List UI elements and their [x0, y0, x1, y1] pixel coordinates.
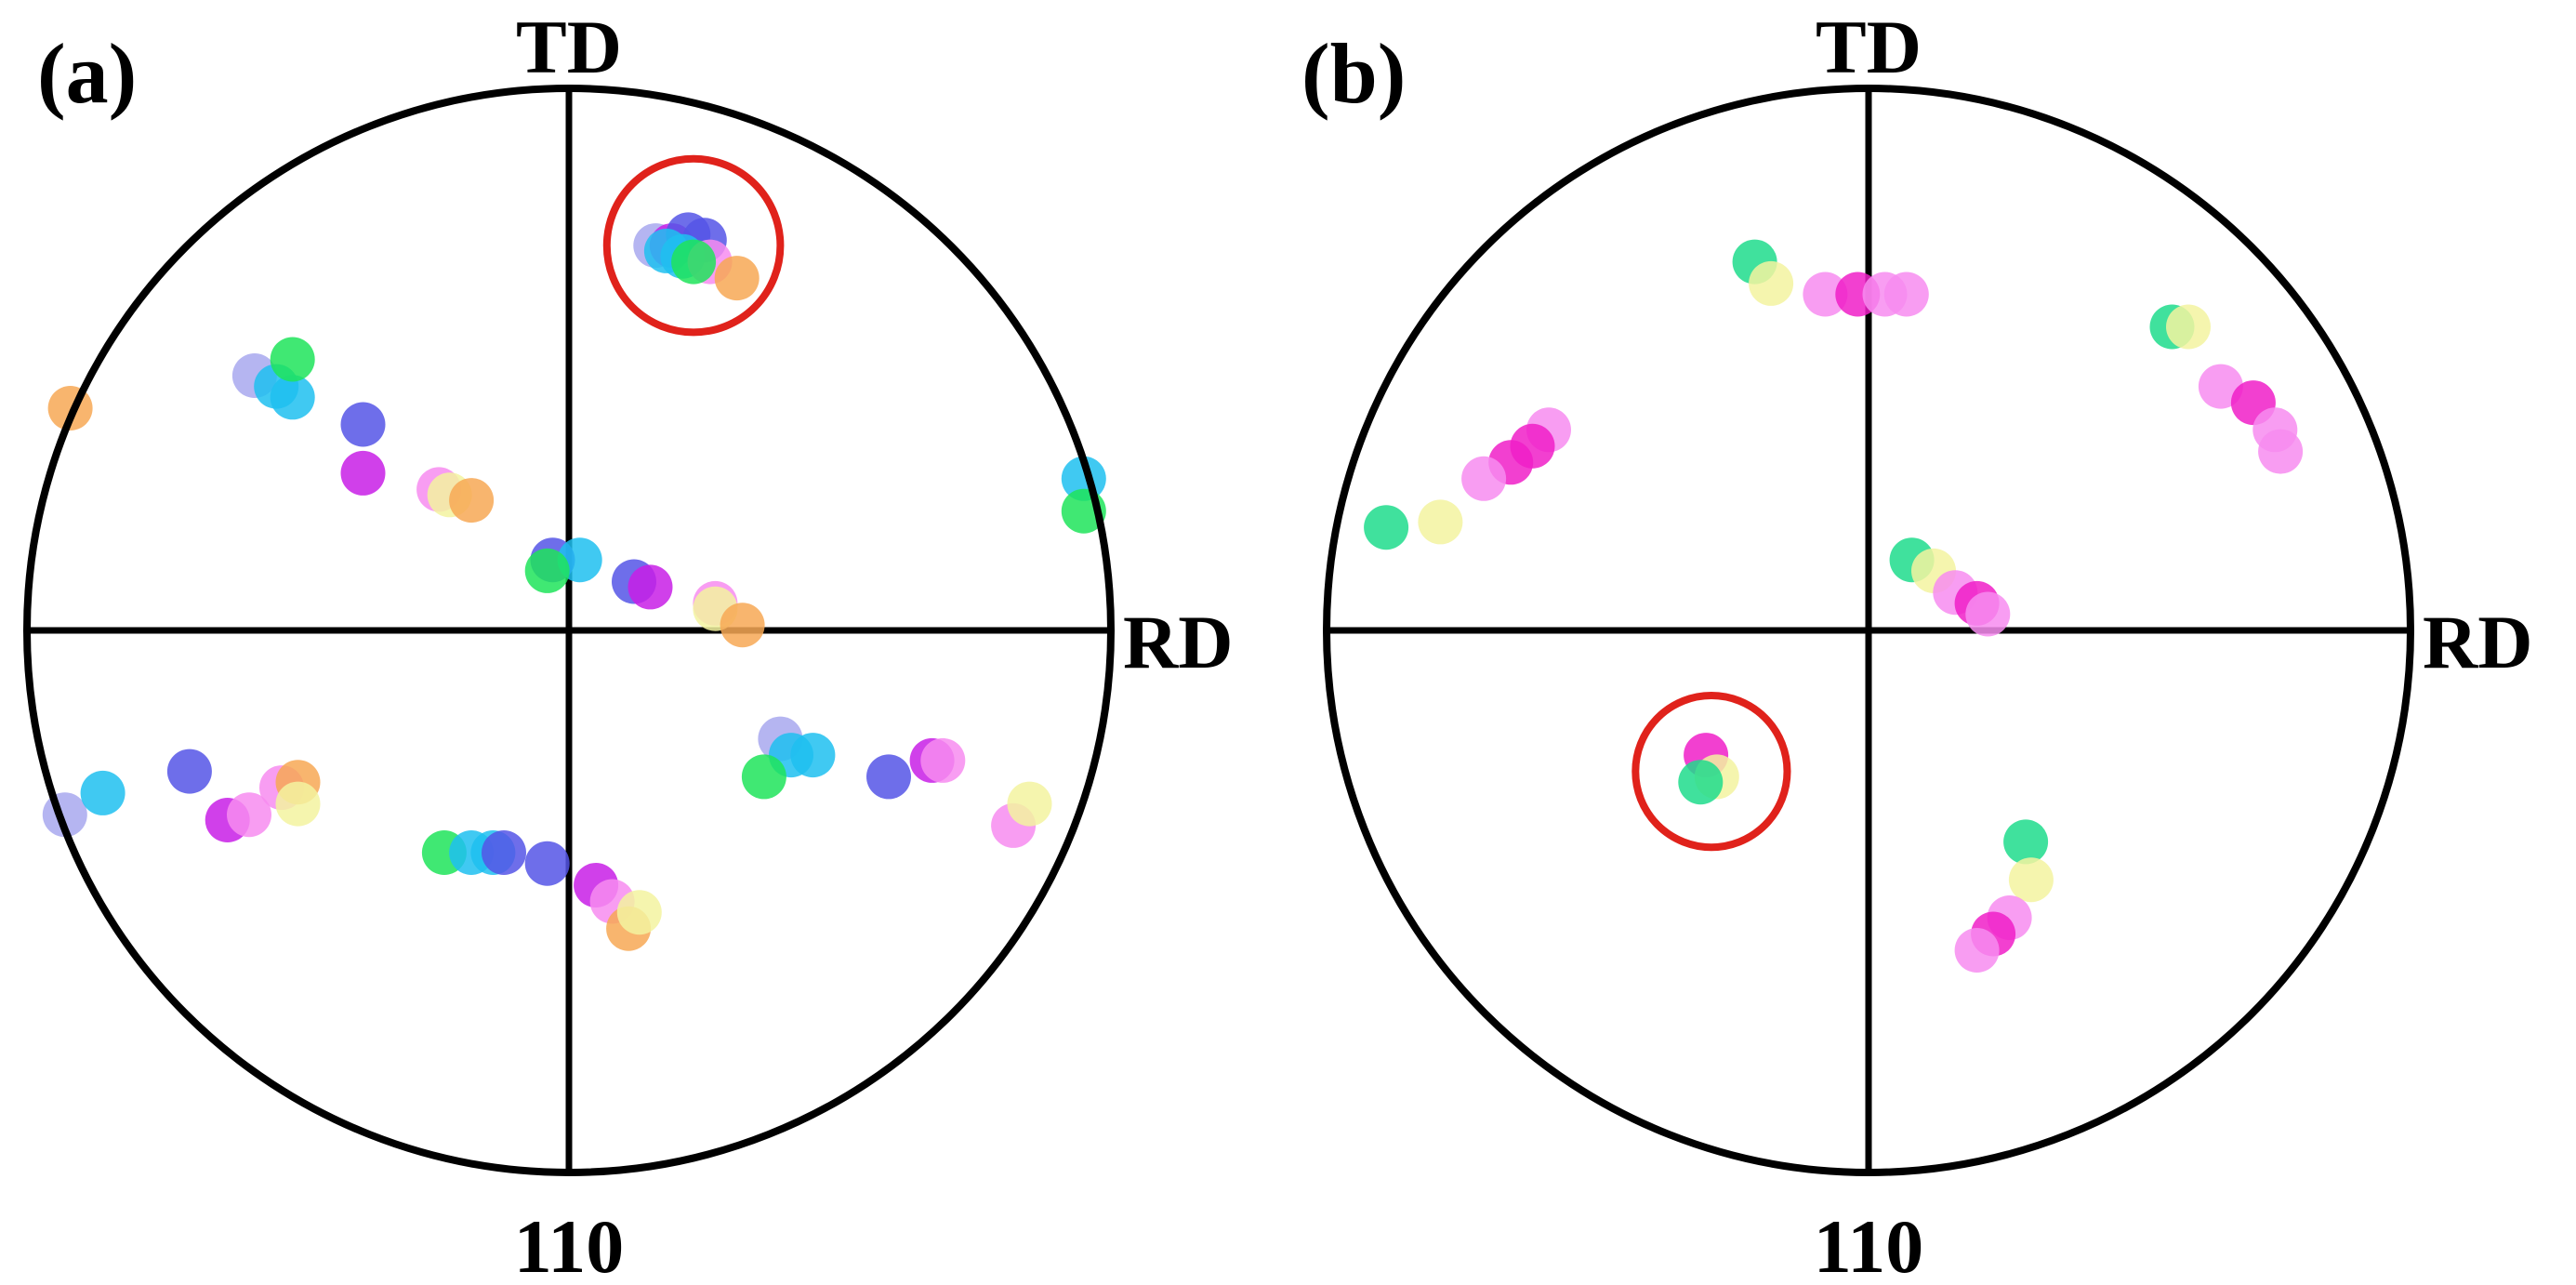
panel-b-pole-point-31 — [1954, 928, 2000, 973]
panel-b-pole-point-28 — [2008, 857, 2054, 903]
panel-a-pole-point-19 — [449, 478, 495, 523]
panel-a-pole-point-8 — [714, 256, 760, 301]
panel-a-points — [42, 212, 1106, 951]
panel-b-pole-point-23 — [1965, 591, 2011, 637]
panel-a-pole-point-22 — [524, 548, 570, 593]
panel-b-pole-point-8 — [2166, 304, 2211, 350]
panel-b-pole-point-27 — [2003, 819, 2049, 865]
panel-a-pole-point-9 — [671, 239, 717, 285]
panel-a-highlight-ring — [602, 154, 785, 337]
panel-a-110-label: 110 — [514, 1204, 624, 1285]
panel-b-pole-point-18 — [1364, 505, 1409, 550]
panel-b-highlight-ring — [1631, 692, 1791, 852]
panel-a-pole-point-16 — [340, 450, 386, 496]
panel-b-points — [1364, 239, 2304, 973]
panel-a-pole-point-41 — [482, 830, 526, 875]
panel-a-letter: (a) — [37, 26, 137, 121]
panel-a-pole-point-13 — [270, 375, 315, 420]
panel-b-letter: (b) — [1301, 26, 1406, 121]
panel-a-pole-point-32 — [166, 748, 212, 794]
panel-a-pole-point-51 — [866, 754, 911, 800]
panel-a-pole-point-31 — [80, 770, 125, 815]
panel-a-pole-point-55 — [1007, 781, 1052, 827]
panel-b-pole-point-6 — [1883, 272, 1929, 317]
panel-b-projection-circle — [1323, 85, 2414, 1176]
panel-a-pole-point-15 — [340, 402, 386, 447]
panel-b-td-label: TD — [1816, 5, 1922, 89]
panel-a-td-label: TD — [516, 5, 622, 89]
panel-a-projection-circle — [23, 85, 1115, 1176]
panel-b-pole-point-2 — [1749, 260, 1794, 306]
panel-a-pole-point-24 — [627, 564, 673, 610]
panel-a-pole-point-42 — [524, 841, 570, 886]
panel-a-pole-point-46 — [616, 890, 662, 935]
pole-figure-panel-a: (a) TD RD 110 — [23, 5, 1233, 1285]
panel-a-pole-point-37 — [275, 781, 321, 827]
panel-a-rd-label: RD — [1123, 600, 1233, 684]
panel-b-rd-label: RD — [2423, 600, 2532, 684]
panel-a-pole-point-14 — [270, 337, 315, 382]
panel-b-pole-point-26 — [1678, 760, 1724, 805]
panel-b-pole-point-3 — [1803, 272, 1848, 317]
panel-b-pole-point-12 — [2258, 429, 2304, 474]
panel-a-pole-point-50 — [741, 754, 786, 800]
panel-a-pole-point-34 — [227, 792, 271, 838]
panel-b-110-label: 110 — [1814, 1204, 1923, 1285]
panel-a-pole-point-27 — [720, 603, 765, 648]
panel-a-pole-point-53 — [920, 737, 966, 783]
panel-b-pole-point-17 — [1418, 499, 1463, 545]
pole-figure-panel-b: (b) TD RD 110 — [1301, 5, 2532, 1285]
panel-a-pole-point-49 — [790, 733, 836, 778]
panel-b-pole-point-16 — [1461, 456, 1507, 501]
